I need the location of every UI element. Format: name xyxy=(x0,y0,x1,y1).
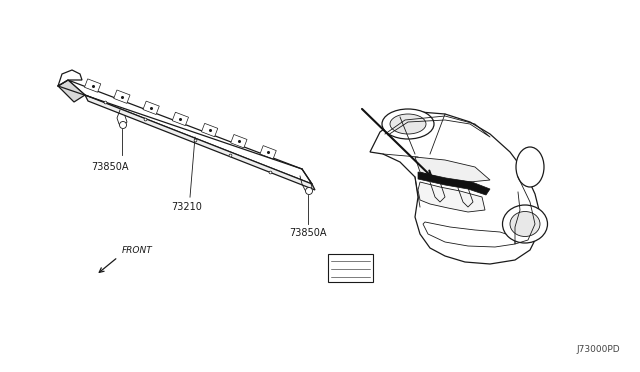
Ellipse shape xyxy=(516,147,544,187)
Circle shape xyxy=(305,187,312,195)
Ellipse shape xyxy=(510,212,540,237)
Text: 73210: 73210 xyxy=(172,202,202,212)
Polygon shape xyxy=(143,101,159,115)
Polygon shape xyxy=(231,135,247,148)
Polygon shape xyxy=(68,80,312,184)
Text: 73850A: 73850A xyxy=(92,162,129,172)
Polygon shape xyxy=(85,95,315,190)
Text: J73000PD: J73000PD xyxy=(577,345,620,354)
FancyBboxPatch shape xyxy=(328,254,373,282)
Polygon shape xyxy=(260,145,276,159)
Text: 73850A: 73850A xyxy=(289,228,327,238)
Polygon shape xyxy=(84,79,100,92)
Polygon shape xyxy=(418,172,490,195)
Polygon shape xyxy=(58,70,82,86)
Ellipse shape xyxy=(382,109,434,139)
Text: FRONT: FRONT xyxy=(122,246,153,255)
Polygon shape xyxy=(114,90,130,103)
Polygon shape xyxy=(418,182,485,212)
Ellipse shape xyxy=(390,114,426,134)
Polygon shape xyxy=(172,112,189,126)
Polygon shape xyxy=(58,80,85,102)
Polygon shape xyxy=(202,124,218,137)
Polygon shape xyxy=(370,112,540,264)
Polygon shape xyxy=(423,222,515,247)
Polygon shape xyxy=(415,157,490,182)
Circle shape xyxy=(120,122,127,128)
Ellipse shape xyxy=(502,205,547,243)
